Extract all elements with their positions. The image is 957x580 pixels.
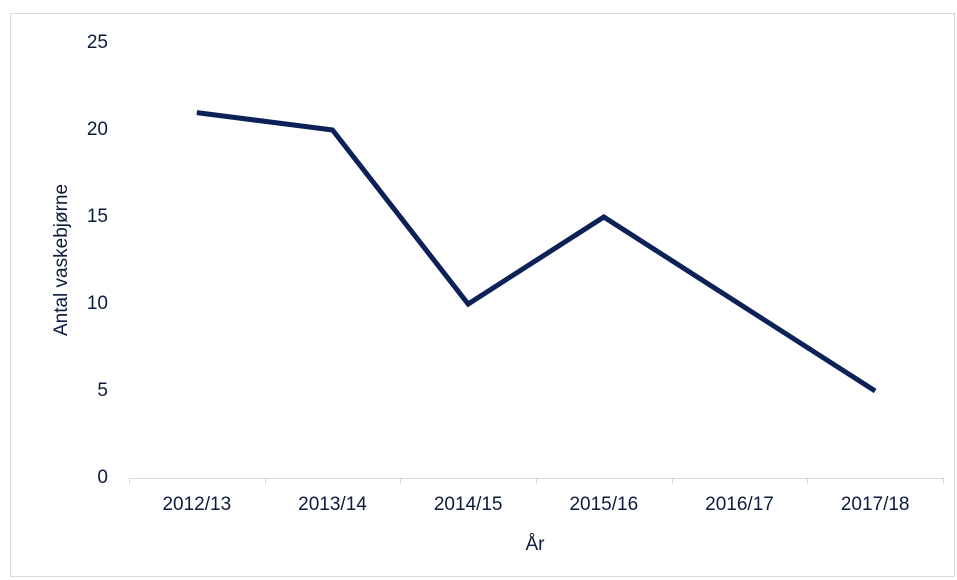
x-tick-label: 2016/17 [705,494,774,515]
y-tick-label: 15 [87,206,108,227]
y-tick-label: 25 [87,32,108,53]
data-line [196,110,877,394]
y-tick-label: 0 [97,467,108,488]
x-axis-label: År [526,534,546,555]
y-tick-label: 20 [87,119,108,140]
y-tick-label: 10 [87,293,108,314]
x-tick-label: 2014/15 [434,494,503,515]
y-axis-label: Antal vaskebjørne [51,184,72,336]
x-tick-label: 2015/16 [569,494,638,515]
x-tick-label: 2017/18 [841,494,910,515]
x-tick-label: 2013/14 [298,494,367,515]
y-tick-label: 5 [97,380,108,401]
x-tick-label: 2012/13 [162,494,231,515]
